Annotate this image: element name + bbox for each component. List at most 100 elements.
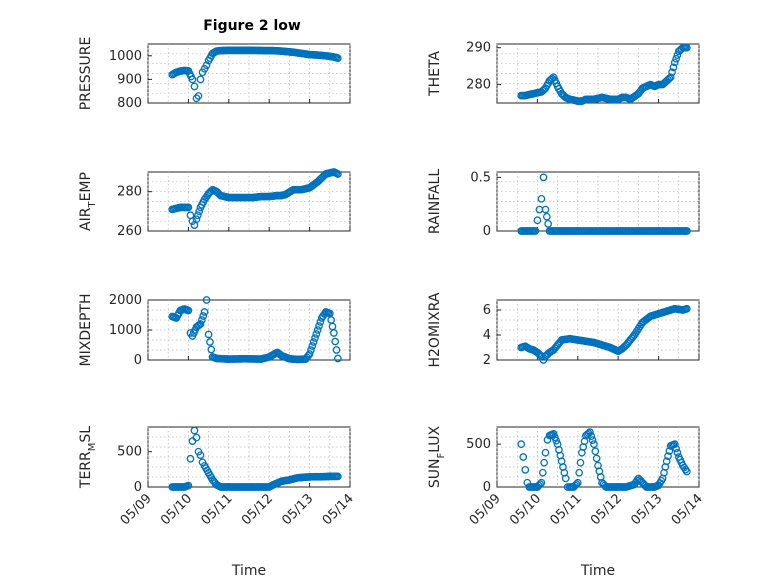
data-point: [668, 68, 676, 77]
x-tick-label: 05/10: [507, 491, 544, 528]
data-point: [531, 227, 540, 235]
data-point: [517, 440, 526, 448]
data-point: [544, 219, 553, 228]
y-tick-label: 0: [134, 480, 142, 495]
data-point: [672, 444, 680, 453]
data-point: [576, 458, 585, 467]
data-point: [541, 448, 550, 457]
data-point: [202, 296, 211, 304]
data-point: [519, 453, 528, 461]
data-point: [311, 334, 319, 342]
data-point: [184, 306, 193, 315]
y-tick-label: 280: [466, 78, 491, 93]
data-point: [587, 432, 596, 440]
y-tick-label: 0: [483, 480, 491, 495]
y-axis-label: H2OMIXRA: [427, 292, 443, 367]
data-point: [539, 173, 548, 182]
data-point: [670, 58, 679, 67]
data-point: [590, 440, 598, 448]
data-point: [665, 74, 674, 83]
data-point: [196, 451, 205, 460]
data-point: [575, 468, 583, 477]
y-tick-label: 2000: [109, 293, 142, 308]
data-point: [586, 428, 594, 436]
data-point: [184, 203, 193, 212]
x-tick-label: 05/11: [548, 491, 585, 528]
data-point: [540, 458, 548, 467]
data-point: [184, 481, 193, 490]
data-point: [538, 468, 547, 477]
data-point: [521, 466, 530, 474]
data-point: [199, 312, 208, 320]
y-axis-label: THETA: [427, 51, 443, 97]
data-point: [533, 216, 542, 225]
data-point: [312, 330, 321, 338]
data-point: [549, 430, 558, 438]
data-point: [186, 454, 195, 463]
data-point: [542, 212, 551, 221]
data-point: [200, 308, 209, 316]
data-point: [673, 448, 682, 457]
x-tick-label: 05/09: [118, 491, 155, 528]
data-point: [331, 337, 340, 346]
data-point: [188, 217, 197, 226]
y-tick-label: 800: [117, 96, 142, 111]
data-point: [588, 436, 597, 444]
y-tick-label: 1000: [109, 323, 142, 338]
chart-panel-terr-msl: 0 500 05/09 05/10 05/11 05/12 05/13 05/14 Time TE…: [78, 426, 357, 579]
data-point: [334, 170, 342, 178]
data-point: [683, 227, 691, 235]
data-point: [207, 345, 216, 354]
x-tick-label: 05/10: [158, 491, 195, 528]
x-tick-label: 05/13: [279, 491, 316, 528]
data-point: [192, 433, 201, 442]
data-point: [551, 433, 559, 442]
data-point: [591, 447, 600, 456]
chart-panel-h2omixra: 2 4 6 H2OMIXRA: [427, 292, 700, 368]
data-point: [334, 354, 342, 363]
data-point: [307, 346, 315, 354]
y-tick-label: 260: [117, 224, 142, 239]
data-point: [202, 61, 211, 70]
y-tick-label: 1000: [109, 49, 142, 64]
data-point: [198, 316, 206, 324]
data-point: [193, 211, 202, 220]
y-tick-label: 280: [117, 185, 142, 200]
y-tick-label: 900: [117, 72, 142, 87]
data-point: [329, 329, 338, 337]
data-point: [537, 352, 546, 361]
chart-panel-air-temp: 260 280 AIRTEMP: [78, 168, 351, 239]
data-point: [536, 480, 544, 488]
figure-title: Figure 2 low: [203, 18, 301, 34]
data-point: [196, 320, 205, 328]
y-tick-label: 500: [117, 445, 142, 460]
data-point: [537, 478, 546, 487]
data-point: [662, 457, 671, 466]
data-point: [537, 194, 546, 203]
chart-panel-rainfall: 0 0.5 RAINFALL: [427, 169, 700, 239]
data-point: [669, 63, 678, 72]
x-tick-label: 05/12: [588, 491, 625, 528]
data-point: [332, 346, 341, 354]
chart-panel-theta: 280 290 THETA: [427, 41, 700, 106]
y-tick-label: 500: [466, 437, 491, 452]
data-point: [666, 73, 675, 82]
data-point: [552, 436, 561, 445]
y-tick-label: 4: [483, 328, 491, 343]
data-point: [561, 474, 570, 483]
y-tick-label: 0: [483, 224, 491, 239]
data-point: [192, 94, 201, 103]
x-tick-label: 05/12: [239, 491, 276, 528]
y-tick-label: 2: [483, 353, 491, 368]
data-point: [196, 75, 205, 84]
data-point: [204, 330, 213, 339]
data-point: [592, 454, 601, 463]
data-point: [195, 207, 204, 216]
data-point: [309, 338, 318, 346]
y-axis-label: RAINFALL: [427, 169, 443, 234]
data-point: [190, 82, 199, 91]
x-tick-label: 05/14: [669, 491, 706, 528]
y-tick-label: 0: [134, 353, 142, 368]
data-point: [573, 478, 582, 487]
data-point: [572, 480, 581, 488]
